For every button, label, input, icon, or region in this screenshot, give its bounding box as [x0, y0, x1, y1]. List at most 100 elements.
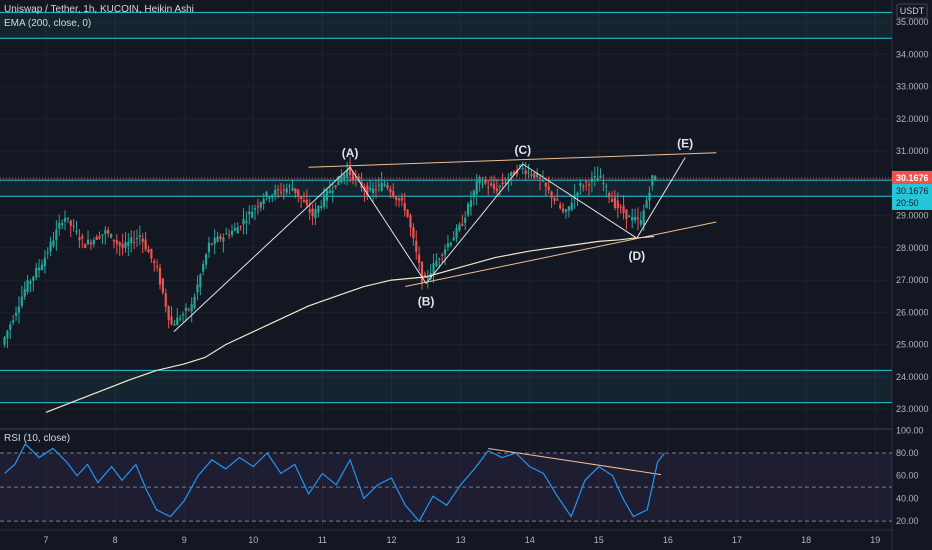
price-tick-label: 29.0000: [896, 211, 929, 221]
candle: [420, 262, 424, 283]
price-tick-label: 35.0000: [896, 17, 929, 27]
countdown-box: [892, 183, 932, 210]
time-tick-label: 17: [732, 535, 742, 545]
candle: [317, 205, 320, 213]
price-tick-label: 34.0000: [896, 49, 929, 59]
candle: [492, 184, 496, 189]
price-zone-1: [0, 180, 892, 197]
legend-title[interactable]: Uniswap / Tether, 1h, KUCOIN, Heikin Ash…: [4, 4, 194, 15]
candle: [631, 217, 634, 221]
candle: [89, 242, 93, 245]
candle: [297, 189, 300, 197]
candle: [196, 284, 199, 293]
price-tick-label: 33.0000: [896, 82, 929, 92]
candle: [446, 243, 450, 248]
candle: [199, 274, 202, 288]
candle: [377, 184, 380, 186]
candle: [527, 171, 530, 173]
candle: [481, 183, 484, 185]
candle: [299, 195, 303, 200]
candle: [334, 185, 337, 188]
candle: [6, 330, 9, 339]
candle: [409, 215, 412, 228]
candle: [153, 261, 156, 264]
candle: [371, 188, 375, 193]
candle: [395, 196, 398, 200]
time-tick-label: 19: [870, 535, 880, 545]
candle: [587, 184, 591, 186]
candle: [202, 264, 205, 272]
legend-rsi[interactable]: RSI (10, close): [4, 433, 71, 444]
candle: [121, 243, 124, 248]
lower-trendline: [405, 221, 717, 288]
candle: [415, 240, 418, 252]
candle: [613, 197, 617, 208]
candle: [69, 220, 72, 226]
candle: [530, 174, 533, 176]
candle: [236, 227, 239, 234]
candle: [622, 205, 625, 213]
candle: [590, 177, 593, 182]
candle: [423, 274, 426, 277]
rsi-line-path: [4, 442, 665, 523]
candle: [406, 209, 409, 217]
countdown-timer: 20:50: [896, 198, 919, 208]
wave-label-e: (E): [677, 137, 693, 151]
candle: [337, 176, 340, 186]
candle: [239, 226, 242, 228]
candle: [464, 217, 467, 223]
candle: [432, 263, 435, 274]
candle: [63, 218, 67, 222]
candle: [645, 200, 648, 208]
time-tick-label: 13: [456, 535, 466, 545]
candle: [58, 222, 61, 229]
candle: [582, 186, 585, 188]
price-tick-label: 32.0000: [896, 114, 929, 124]
candle: [325, 190, 329, 201]
candle: [133, 241, 136, 243]
rsi-band: [0, 452, 892, 522]
candle: [616, 200, 619, 209]
candle: [204, 254, 208, 265]
price-tick-label: 27.0000: [896, 275, 929, 285]
candle: [170, 316, 173, 325]
candle: [78, 237, 81, 241]
rsi-tick-label: 40.00: [896, 493, 919, 503]
candle: [585, 181, 588, 183]
price-tick-label: 28.0000: [896, 243, 929, 253]
candle: [320, 206, 323, 208]
candle: [501, 182, 504, 185]
price-tick-label: 23.0000: [896, 404, 929, 414]
candle: [397, 198, 401, 201]
candle: [230, 231, 234, 235]
candle: [43, 257, 46, 267]
price-zone-2: [0, 370, 892, 403]
legend-ema[interactable]: EMA (200, close, 0): [4, 18, 92, 29]
candle: [323, 194, 326, 207]
candle: [190, 304, 193, 312]
candle: [259, 202, 262, 208]
time-tick-label: 12: [386, 535, 396, 545]
candle: [156, 266, 159, 268]
wave-label-b: (B): [418, 294, 435, 308]
candle: [251, 211, 254, 218]
candle: [274, 189, 277, 195]
candle: [222, 237, 225, 242]
candle: [452, 237, 455, 241]
candle: [348, 166, 352, 176]
candle: [507, 178, 510, 181]
drawings[interactable]: (A) (B) (C) (D) (E): [173, 137, 717, 476]
candle: [92, 240, 95, 245]
last-price-tag: 30.1676 30.1676 20:50: [0, 170, 932, 210]
candle: [438, 258, 441, 260]
candle: [127, 241, 130, 246]
candle: [625, 209, 628, 219]
last-price-value: 30.1676: [896, 173, 929, 183]
candle: [213, 237, 216, 244]
candle: [400, 197, 403, 201]
candle: [61, 223, 64, 226]
elliott-wave-path: [173, 157, 686, 333]
candle: [515, 170, 519, 174]
